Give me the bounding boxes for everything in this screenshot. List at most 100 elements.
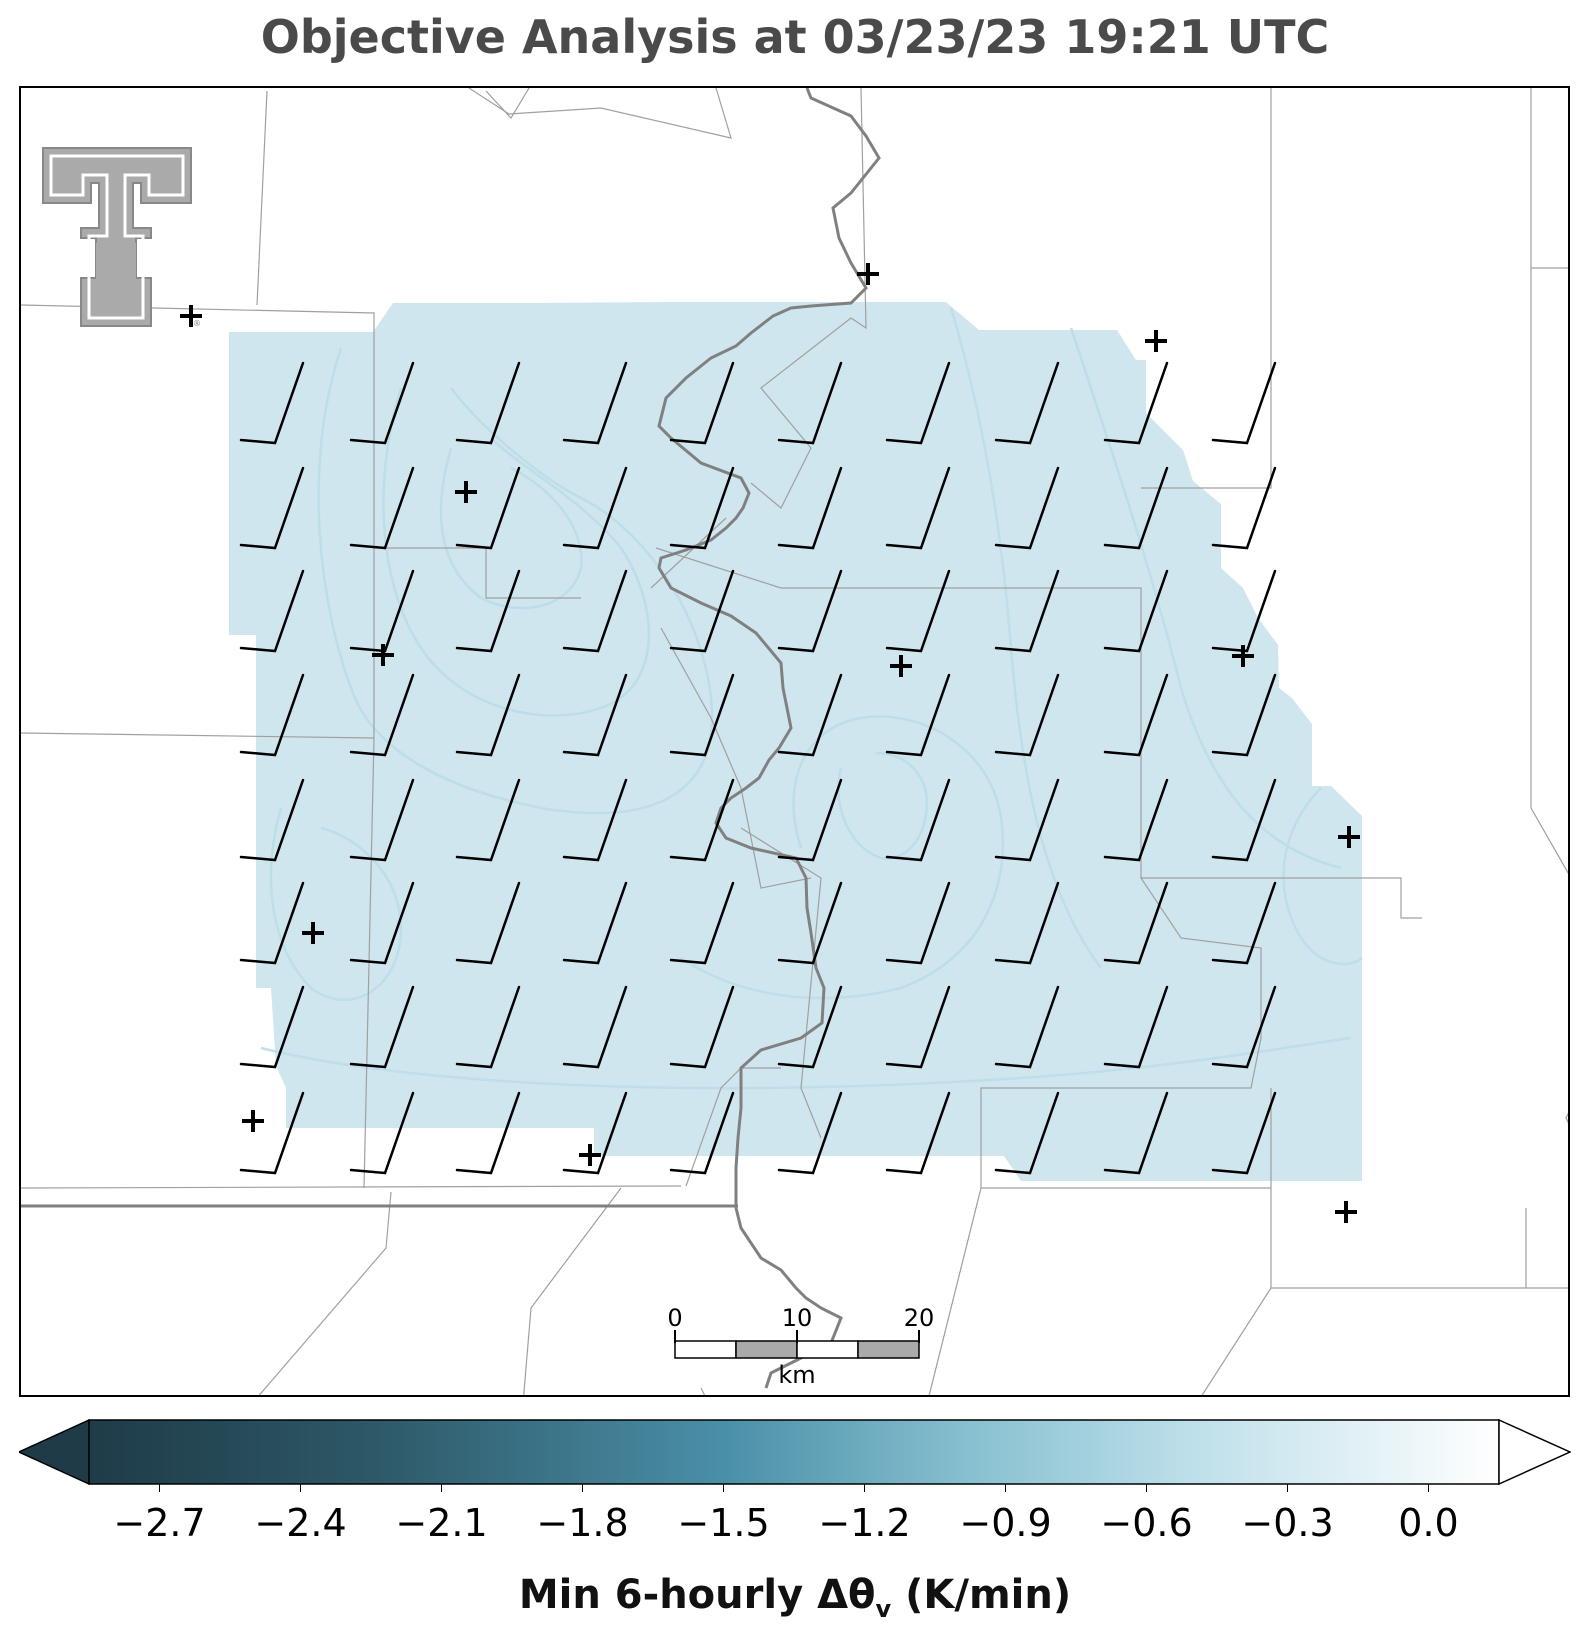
wind-barb (1211, 569, 1277, 653)
wind-barb (349, 1091, 415, 1175)
wind-barb (455, 673, 521, 757)
colorbar-tick-label: −1.8 (536, 1501, 628, 1545)
wind-barb (885, 466, 951, 550)
wind-barb (1211, 673, 1277, 757)
wind-barb (1211, 361, 1277, 445)
wind-barb (885, 778, 951, 862)
wind-barb (1211, 1091, 1277, 1175)
wind-barb (669, 985, 735, 1069)
wind-barb (455, 361, 521, 445)
map-canvas: 0 10 20 km ® (21, 88, 1568, 1395)
colorbar-label: Min 6-hourly Δθv (K/min) (518, 1572, 1072, 1623)
wind-barb (994, 985, 1060, 1069)
colorbar-tick-label: −2.7 (113, 1501, 205, 1545)
wind-barb (239, 881, 305, 965)
colorbar-tick-label: −1.5 (677, 1501, 769, 1545)
wind-barb (349, 985, 415, 1069)
wind-barb (349, 881, 415, 965)
station-markers (180, 263, 1360, 1223)
wind-barb (885, 361, 951, 445)
wind-barb (885, 985, 951, 1069)
wind-barb (239, 569, 305, 653)
wind-barb (239, 466, 305, 550)
colorbar-tick-label: −1.2 (818, 1501, 910, 1545)
wind-barb (777, 361, 843, 445)
wind-barb (239, 673, 305, 757)
wind-barb (1103, 985, 1169, 1069)
wind-barb (669, 881, 735, 965)
analysis-field-fill (229, 302, 1362, 1181)
wind-barb (239, 778, 305, 862)
wind-barb (349, 673, 415, 757)
station-marker (857, 263, 879, 285)
wind-barb (994, 569, 1060, 653)
scale-label-0: 0 (667, 1304, 682, 1332)
wind-barb (562, 1091, 628, 1175)
station-marker (1338, 826, 1360, 848)
wind-barb (1103, 1091, 1169, 1175)
map-title: Objective Analysis at 03/23/23 19:21 UTC (260, 10, 1330, 64)
wind-barb (239, 985, 305, 1069)
wind-barb (777, 466, 843, 550)
wind-barb (349, 361, 415, 445)
wind-barb (669, 466, 735, 550)
station-marker (1145, 330, 1167, 352)
wind-barb (1103, 466, 1169, 550)
wind-barb (777, 985, 843, 1069)
wind-barb (455, 881, 521, 965)
wind-barb (777, 673, 843, 757)
wind-barb (455, 1091, 521, 1175)
wind-barb (1211, 985, 1277, 1069)
station-marker (242, 1110, 264, 1132)
wind-barb (1103, 673, 1169, 757)
map-panel[interactable]: 0 10 20 km ® (19, 86, 1570, 1397)
colorbar-tick-label: −0.9 (959, 1501, 1051, 1545)
station-marker (1335, 1201, 1357, 1223)
wind-barb (562, 778, 628, 862)
station-marker (372, 644, 394, 666)
wind-barb (562, 985, 628, 1069)
county-lines (21, 88, 1568, 1395)
station-marker (1232, 645, 1254, 667)
wind-barb (669, 673, 735, 757)
wind-barb (455, 569, 521, 653)
colorbar-tick-label: 0.0 (1398, 1501, 1458, 1545)
station-marker (455, 481, 477, 503)
wind-barb (455, 466, 521, 550)
contour-lines (260, 307, 1363, 1090)
colorbar-tick-label: −0.3 (1241, 1501, 1333, 1545)
logo-registered-mark: ® (193, 319, 201, 328)
wind-barb (669, 361, 735, 445)
wind-barb (1103, 778, 1169, 862)
colorbar-min-extension (19, 1418, 90, 1486)
wind-barb (1211, 881, 1277, 965)
wind-barb (669, 778, 735, 862)
scale-label-20: 20 (904, 1304, 935, 1332)
wind-barb (562, 881, 628, 965)
wind-barb (994, 778, 1060, 862)
wind-barb (994, 466, 1060, 550)
wind-barb (777, 1091, 843, 1175)
wind-barb (777, 569, 843, 653)
scale-bar: 0 10 20 km (667, 1304, 934, 1389)
colorbar-tick-label: −0.6 (1100, 1501, 1192, 1545)
wind-barb (562, 569, 628, 653)
colorbar: −2.7 −2.4 −2.1 −1.8 −1.5 −1.2 −0.9 −0.6 −0.3 0.0 (19, 1418, 1571, 1545)
wind-barb (885, 881, 951, 965)
wind-barb (994, 361, 1060, 445)
wind-barbs (239, 361, 1277, 1175)
station-marker (302, 922, 324, 944)
wind-barb (994, 673, 1060, 757)
wind-barb (1103, 569, 1169, 653)
wind-barb (994, 1091, 1060, 1175)
state-border (657, 88, 881, 1389)
colorbar-gradient (88, 1419, 1500, 1485)
wind-barb (349, 466, 415, 550)
colorbar-tick-label: −2.4 (254, 1501, 346, 1545)
wind-barb (777, 881, 843, 965)
wind-barb (1103, 361, 1169, 445)
wind-barb (1103, 881, 1169, 965)
wind-barb (562, 466, 628, 550)
station-marker (890, 655, 912, 677)
wind-barb (885, 1091, 951, 1175)
